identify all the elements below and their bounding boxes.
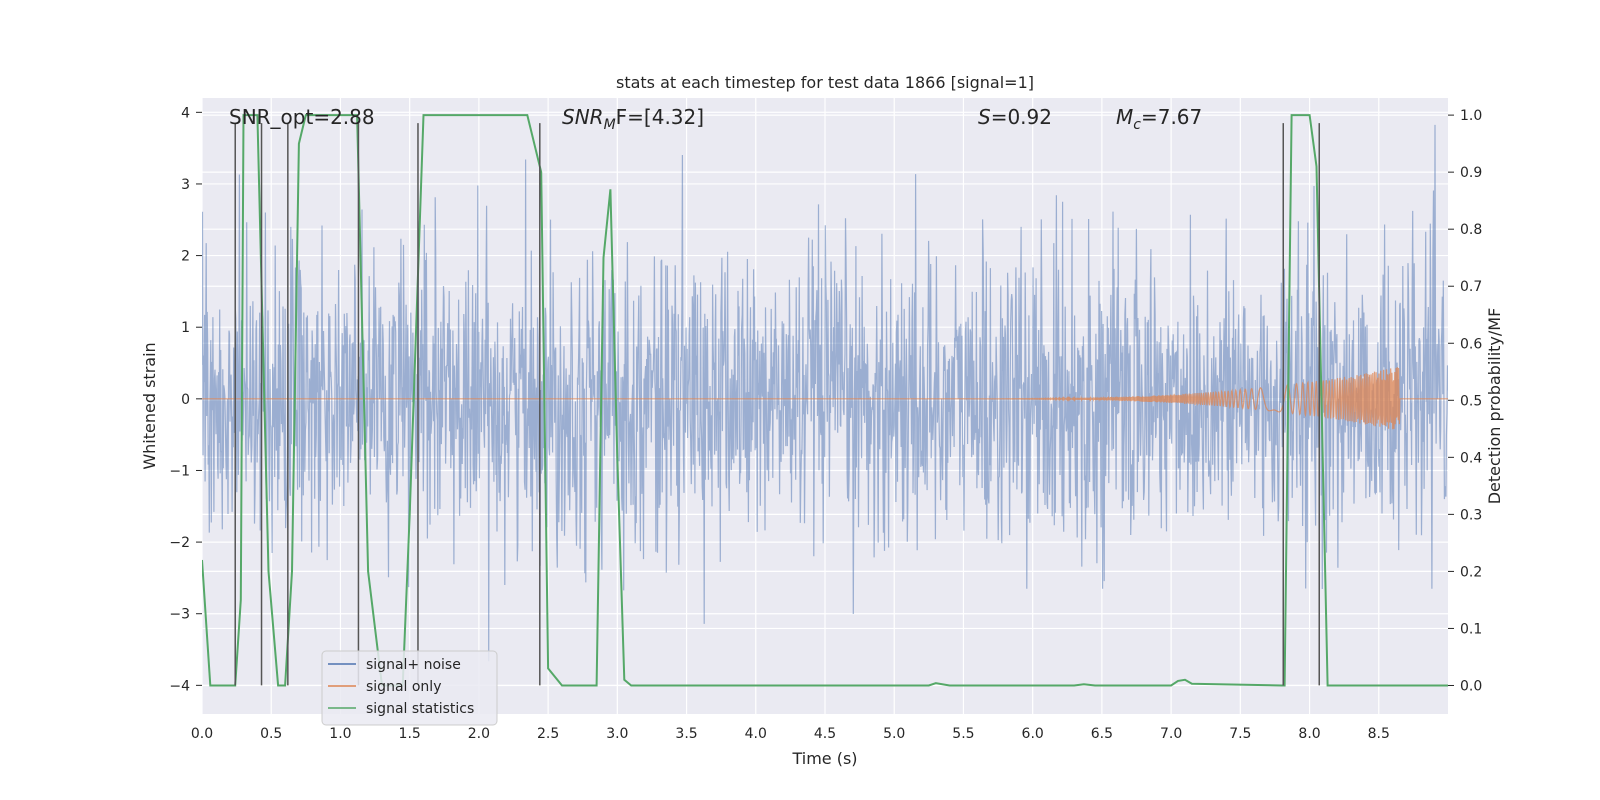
legend-box xyxy=(321,650,498,726)
y-tick-label: −2 xyxy=(169,535,190,551)
x-tick-label: 1.0 xyxy=(329,726,351,742)
y-tick-labels: 4 3 2 1 0 −1 −2 −3 −4 xyxy=(169,105,202,694)
s-annotation: S=0.92 xyxy=(978,105,1052,129)
x-tick-label: 3.5 xyxy=(675,726,697,742)
legend-label-noise: signal+ noise xyxy=(366,657,461,673)
snr-mf-annotation: SNRMF=[4.32] xyxy=(562,105,704,133)
snr-opt-annotation: SNR_opt=2.88 xyxy=(229,105,375,129)
y-tick-label: 2 xyxy=(181,249,190,265)
y-tick-label: −1 xyxy=(169,463,190,479)
x-tick-label: 0.0 xyxy=(191,726,213,742)
y-right-tick-label: 0.8 xyxy=(1460,222,1482,238)
y-right-tick-label: 0.2 xyxy=(1460,564,1482,580)
x-tick-label: 2.0 xyxy=(468,726,490,742)
x-tick-label: 8.0 xyxy=(1298,726,1320,742)
y-right-tick-label: 0.9 xyxy=(1460,165,1482,181)
y-tick-label: −3 xyxy=(169,607,190,623)
snr-mf-subscript: M xyxy=(604,117,616,133)
y-right-tick-label: 0.7 xyxy=(1460,279,1482,295)
y-axis-label: Whitened strain xyxy=(140,342,159,469)
y-right-axis-label: Detection probability/MF xyxy=(1485,308,1504,505)
x-tick-label: 3.0 xyxy=(606,726,628,742)
y-right-tick-label: 0.5 xyxy=(1460,393,1482,409)
s-value: =0.92 xyxy=(991,105,1052,129)
mc-annotation: Mc=7.67 xyxy=(1116,105,1202,133)
x-tick-label: 0.5 xyxy=(260,726,282,742)
x-tick-label: 6.5 xyxy=(1091,726,1113,742)
y-tick-label: −4 xyxy=(169,678,190,694)
y-right-tick-label: 0.1 xyxy=(1460,621,1482,637)
legend-label-stats: signal statistics xyxy=(366,701,474,717)
x-tick-label: 5.5 xyxy=(952,726,974,742)
mc-subscript: c xyxy=(1133,117,1141,133)
x-axis-label: Time (s) xyxy=(791,749,857,768)
legend-label-signal: signal only xyxy=(366,679,441,695)
x-tick-label: 2.5 xyxy=(537,726,559,742)
y-right-tick-label: 1.0 xyxy=(1460,108,1482,124)
signal-noise-line xyxy=(202,124,1448,662)
mc-value: =7.67 xyxy=(1141,105,1202,129)
x-tick-label: 4.5 xyxy=(814,726,836,742)
y-tick-label: 1 xyxy=(181,320,190,336)
y-right-tick-label: 0.6 xyxy=(1460,336,1482,352)
legend: signal+ noise signal only signal statist… xyxy=(321,650,498,726)
mc-base: M xyxy=(1116,105,1133,129)
x-tick-label: 7.5 xyxy=(1229,726,1251,742)
y-right-tick-label: 0.4 xyxy=(1460,450,1482,466)
y-right-tick-label: 0.0 xyxy=(1460,678,1482,694)
x-tick-label: 8.5 xyxy=(1368,726,1390,742)
y-right-tick-label: 0.3 xyxy=(1460,507,1482,523)
x-tick-label: 5.0 xyxy=(883,726,905,742)
x-tick-labels: 0.0 0.5 1.0 1.5 2.0 2.5 3.0 3.5 4.0 4.5 5.0 5.5 6.0 6… xyxy=(191,726,1390,742)
snr-mf-base: SNR xyxy=(562,105,604,129)
detection-markers xyxy=(234,123,1320,686)
snr-mf-value: F=[4.32] xyxy=(616,105,704,129)
x-tick-label: 7.0 xyxy=(1160,726,1182,742)
x-tick-label: 1.5 xyxy=(399,726,421,742)
chart-title: stats at each timestep for test data 186… xyxy=(616,73,1034,92)
signal-only-line xyxy=(202,367,1448,430)
s-base: S xyxy=(978,105,991,129)
y-tick-label: 4 xyxy=(181,105,190,121)
x-tick-label: 6.0 xyxy=(1022,726,1044,742)
signal-statistics-line xyxy=(202,114,1448,687)
y-tick-label: 3 xyxy=(181,177,190,193)
y-tick-label: 0 xyxy=(181,392,190,408)
x-tick-label: 4.0 xyxy=(745,726,767,742)
y-right-tick-labels: 1.0 0.9 0.8 0.7 0.6 0.5 0.4 0.3 0.2 0.1 0.0 xyxy=(1448,108,1482,694)
